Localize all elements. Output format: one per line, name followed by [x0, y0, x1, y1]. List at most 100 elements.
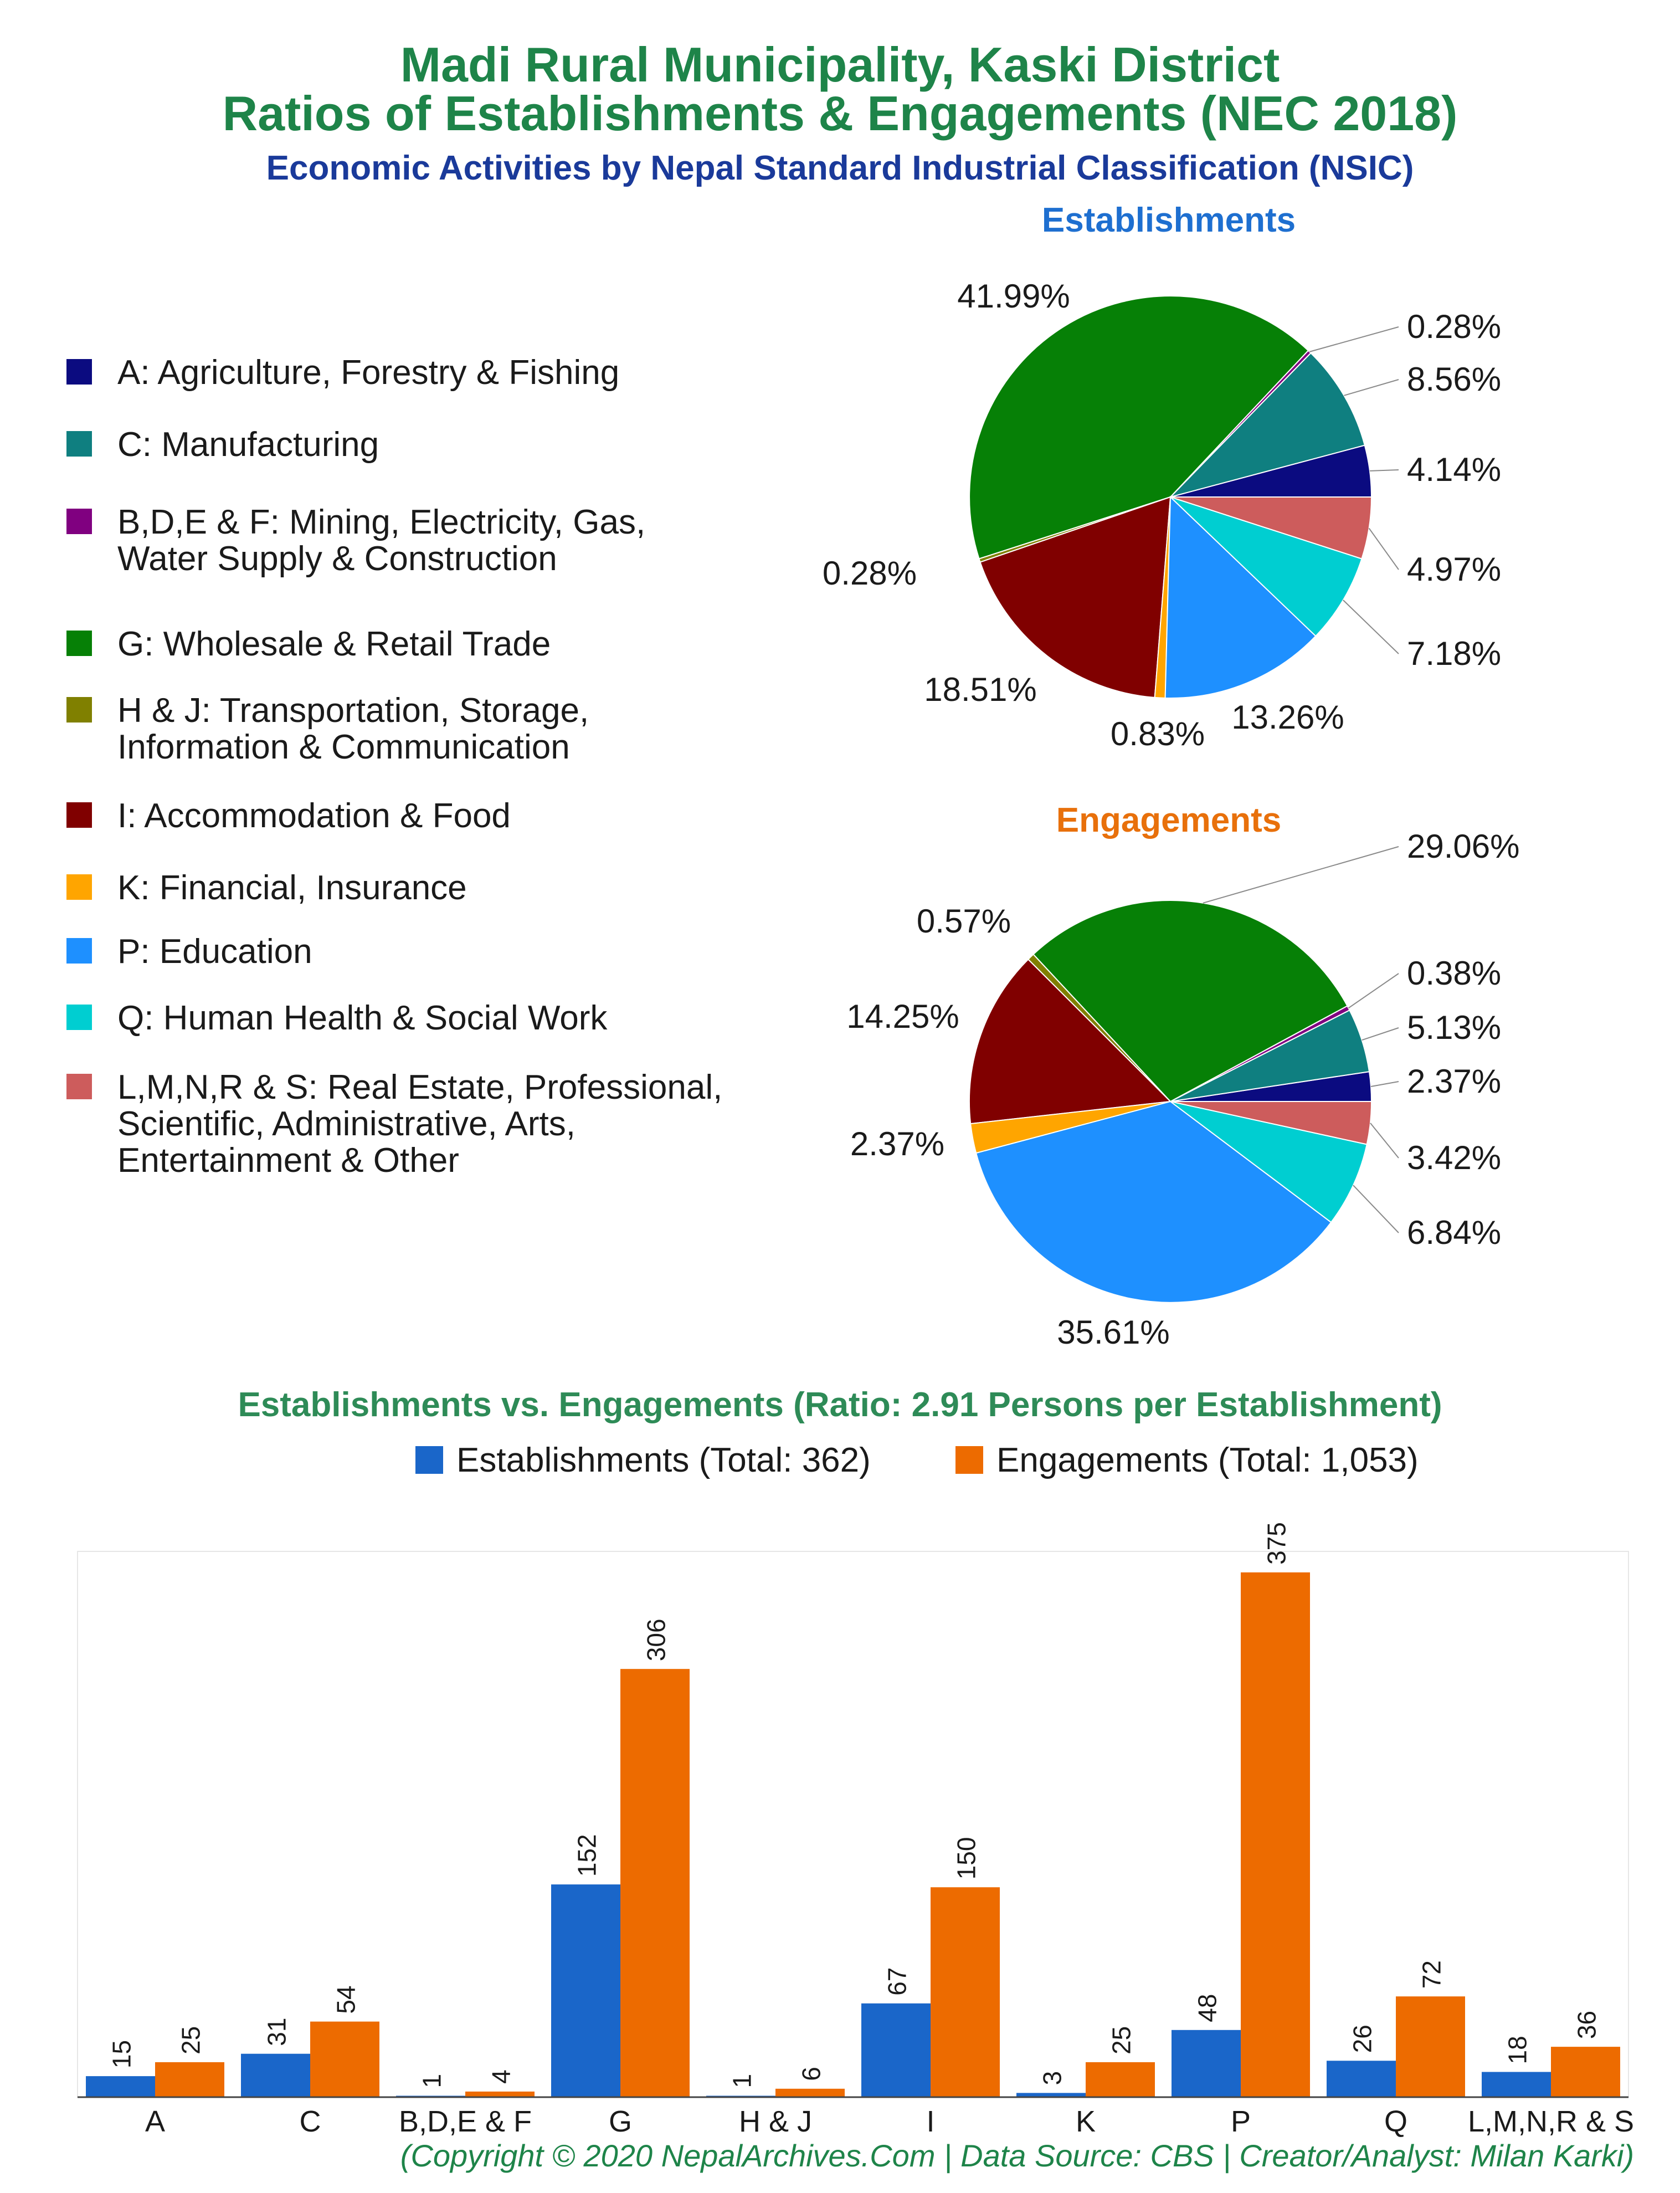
bar-establishments-P — [1172, 2030, 1241, 2097]
bar-data-label: 72 — [1417, 1960, 1446, 1989]
bar-engagements-K — [1086, 2062, 1155, 2097]
bar-engagements-H & J — [775, 2088, 845, 2097]
bar-establishments-K — [1016, 2093, 1086, 2097]
x-tick-label: A — [145, 2105, 165, 2138]
bar-data-label: 67 — [883, 1967, 912, 1996]
pie-value-label: 0.83% — [1111, 715, 1205, 752]
bar-engagements-A — [155, 2062, 224, 2097]
bar-establishments-Q — [1327, 2061, 1396, 2097]
bar-chart-legend: Establishments (Total: 362) Engagements … — [0, 1441, 1680, 1485]
bar-data-label: 306 — [642, 1618, 671, 1661]
pie-value-label: 35.61% — [1057, 1314, 1170, 1351]
bar-data-label: 54 — [332, 1985, 361, 2013]
pie-establishments-title: Establishments — [1041, 201, 1296, 239]
pie-slice-P — [1164, 495, 1317, 699]
pie-value-label: 2.37% — [850, 1125, 944, 1162]
legend-label: K: Financial, Insurance — [117, 869, 467, 907]
bar-chart-title: Establishments vs. Engagements (Ratio: 2… — [238, 1386, 1442, 1424]
legend-item-engagements: Engagements (Total: 1,053) — [955, 1441, 1419, 1480]
bar-establishments-A — [86, 2076, 155, 2097]
x-tick-label: G — [609, 2105, 632, 2138]
pie-value-label: 2.37% — [1407, 1063, 1501, 1100]
pie-slice-G — [969, 295, 1309, 560]
legend-swatch — [66, 509, 92, 534]
legend-label: I: Accommodation & Food — [117, 797, 511, 835]
pie-leader-line — [1370, 1081, 1399, 1087]
bar-engagements-I — [931, 1887, 1000, 2097]
pie-leader-line — [1369, 469, 1399, 472]
legend-label: C: Manufacturing — [117, 426, 379, 464]
legend-item-establishments: Establishments (Total: 362) — [415, 1441, 871, 1480]
x-tick-label: Q — [1384, 2105, 1407, 2138]
bar-data-label: 6 — [797, 2067, 826, 2081]
pie-value-label: 0.28% — [1407, 308, 1501, 345]
bar-engagements-G — [620, 1669, 690, 2097]
legend-swatch — [66, 359, 92, 385]
pie-slice-I — [969, 959, 1172, 1125]
x-tick-label: I — [926, 2105, 934, 2138]
bar-engagements-Q — [1396, 1996, 1465, 2097]
x-tick-label: K — [1076, 2105, 1096, 2138]
bar-engagements-B,D,E & F — [465, 2091, 535, 2097]
bar-data-label: 25 — [1107, 2026, 1136, 2054]
pie-slice-C — [1168, 352, 1366, 498]
pie-leader-line — [1309, 326, 1399, 352]
legend-swatch — [66, 874, 92, 900]
bar-establishments-C — [241, 2053, 310, 2097]
pie-value-label: 0.38% — [1407, 955, 1501, 992]
legend-label: B,D,E & F: Mining, Electricity, Gas, Wat… — [117, 503, 646, 578]
pie-leader-line — [1343, 600, 1399, 654]
pie-value-label: 0.57% — [917, 903, 1011, 940]
pie-value-label: 6.84% — [1407, 1214, 1501, 1251]
bar-data-label: 150 — [952, 1837, 981, 1879]
legend-label: Q: Human Health & Social Work — [117, 999, 608, 1037]
bar-data-label: 25 — [177, 2026, 205, 2054]
pie-value-label: 29.06% — [1407, 828, 1520, 865]
x-tick-label: P — [1231, 2105, 1251, 2138]
bar-engagements-C — [310, 2021, 379, 2097]
pie-value-label: 14.25% — [846, 998, 959, 1035]
bar-data-label: 48 — [1193, 1994, 1222, 2022]
bar-data-label: 36 — [1573, 2011, 1601, 2039]
pie-0: 4.14% 8.56% 0.28% 41.99% 0.28% 18.51% 0.83% 13.… — [823, 278, 1501, 752]
legend-swatch — [66, 1005, 92, 1030]
pie-leader-line — [1368, 527, 1399, 570]
pie-value-label: 41.99% — [957, 278, 1070, 315]
legend-label-engagements: Engagements (Total: 1,053) — [996, 1441, 1419, 1479]
bar-data-label: 375 — [1262, 1522, 1291, 1565]
legend-label: P: Education — [117, 932, 312, 971]
legend-swatch — [66, 938, 92, 964]
legend-swatch-engagements — [955, 1446, 983, 1474]
legend-swatch-establishments — [415, 1446, 443, 1474]
pie-leader-line — [1362, 1027, 1399, 1041]
bar-data-label: 1 — [728, 2074, 757, 2088]
bar-data-label: 3 — [1038, 2071, 1067, 2086]
pie-leader-line — [1370, 1123, 1399, 1159]
legend-swatch — [66, 697, 92, 723]
bar-establishments-G — [551, 1884, 620, 2097]
legend-label: H & J: Transportation, Storage, Informat… — [117, 691, 589, 766]
bar-establishments-I — [861, 2003, 931, 2097]
bar-engagements-P — [1241, 1572, 1310, 2097]
chart-title-line1: Madi Rural Municipality, Kaski District — [400, 37, 1280, 92]
legend-swatch — [66, 431, 92, 457]
pie-leader-line — [1353, 1185, 1399, 1233]
pie-slice-L,M,N,R & S — [1170, 1101, 1373, 1145]
bar-data-label: 152 — [573, 1834, 602, 1877]
pie-slice-I — [979, 496, 1172, 698]
legend-label-establishments: Establishments (Total: 362) — [456, 1441, 871, 1479]
pie-value-label: 8.56% — [1407, 361, 1501, 398]
bar-chart: 15 25 A 31 54 C 1 4 B,D,E & F 152 306 G 1 6 H & J 67 150… — [77, 1522, 1634, 2138]
bar-data-label: 1 — [418, 2074, 446, 2088]
pie-engagements-title: Engagements — [1056, 801, 1282, 839]
chart-title-line2: Ratios of Establishments & Engagements (… — [222, 86, 1458, 141]
x-tick-label: H & J — [739, 2105, 812, 2138]
legend-label: A: Agriculture, Forestry & Fishing — [117, 353, 620, 392]
pie-leader-line — [1348, 973, 1399, 1009]
pie-value-label: 18.51% — [924, 671, 1037, 708]
pie-value-label: 5.13% — [1407, 1009, 1501, 1046]
legend-swatch — [66, 631, 92, 656]
bar-engagements-L,M,N,R & S — [1551, 2047, 1620, 2097]
x-tick-label: B,D,E & F — [399, 2105, 532, 2138]
pie-leader-line — [1344, 379, 1399, 396]
